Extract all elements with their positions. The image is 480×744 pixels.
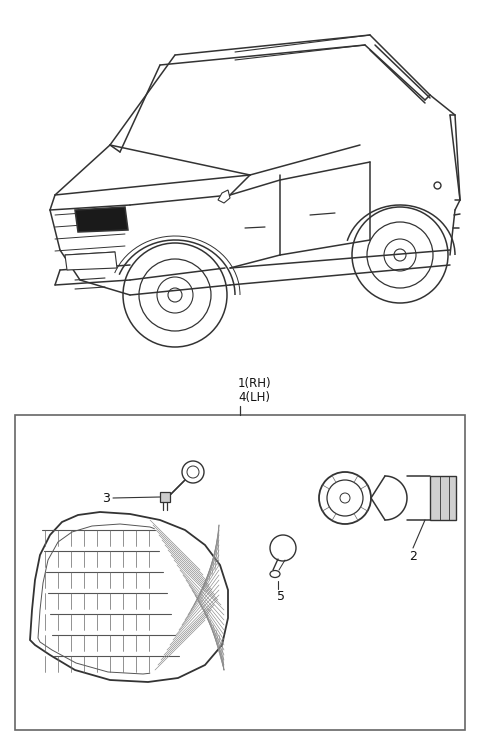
Polygon shape <box>150 520 215 680</box>
Polygon shape <box>38 524 214 674</box>
Polygon shape <box>30 512 228 682</box>
Text: 1(RH): 1(RH) <box>238 376 272 390</box>
Polygon shape <box>160 492 170 502</box>
Ellipse shape <box>270 571 280 577</box>
Text: 5: 5 <box>277 589 285 603</box>
Text: 2: 2 <box>409 550 417 562</box>
Bar <box>15 415 465 730</box>
Polygon shape <box>218 190 230 203</box>
Text: 4(LH): 4(LH) <box>238 391 270 403</box>
Bar <box>430 476 456 520</box>
Text: 3: 3 <box>102 492 110 504</box>
Polygon shape <box>75 207 128 232</box>
Polygon shape <box>65 252 117 270</box>
